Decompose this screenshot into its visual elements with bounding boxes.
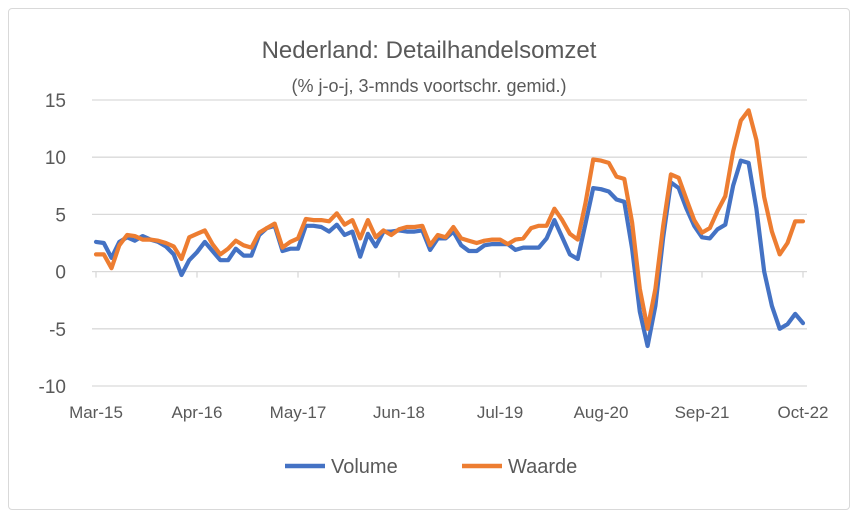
x-tick-label: Apr-16 [171, 403, 222, 422]
series-line-waarde [93, 108, 806, 331]
x-tick-label: Jul-19 [477, 403, 523, 422]
y-tick-label: 15 [45, 91, 66, 112]
chart-title: Nederland: Detailhandelsomzet [262, 37, 597, 64]
chart-subtitle: (% j-o-j, 3-mnds voortschr. gemid.) [291, 76, 566, 96]
y-tick-label: 5 [55, 205, 66, 226]
y-tick-label: -5 [49, 320, 66, 341]
y-tick-label: -10 [39, 377, 66, 398]
x-tick-label: May-17 [270, 403, 327, 422]
chart-frame [8, 8, 850, 510]
x-tick-label: Jun-18 [373, 403, 425, 422]
series-line-volume [93, 158, 806, 349]
x-tick-label: Aug-20 [574, 403, 629, 422]
y-tick-label: 10 [45, 148, 66, 169]
x-tick-label: Mar-15 [69, 403, 123, 422]
legend-label: Waarde [508, 456, 577, 478]
legend-label: Volume [331, 456, 398, 478]
y-tick-label: 0 [55, 263, 66, 284]
x-tick-label: Sep-21 [675, 403, 730, 422]
x-tick-label: Oct-22 [777, 403, 828, 422]
